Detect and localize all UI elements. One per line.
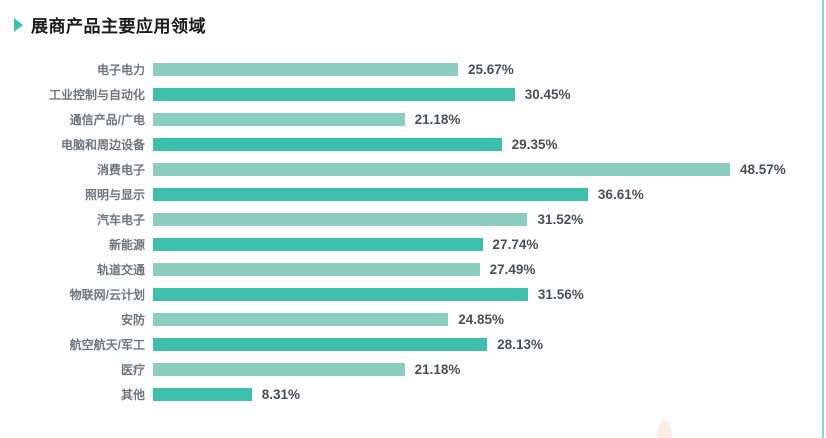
category-label: 电子电力	[96, 63, 145, 77]
bar	[153, 213, 528, 226]
title-marker-icon	[14, 17, 23, 32]
bar	[153, 363, 405, 376]
bar	[153, 63, 458, 76]
category-label: 汽车电子	[96, 213, 145, 227]
category-label: 电脑和周边设备	[60, 138, 145, 152]
category-label: 工业控制与自动化	[48, 88, 145, 102]
chart-row: 新能源 27.74%	[0, 232, 800, 257]
bar	[153, 338, 488, 351]
bar	[153, 388, 252, 401]
category-label: 轨道交通	[96, 263, 145, 277]
chart-row: 物联网/云计划 31.56%	[0, 282, 800, 307]
bar-chart: 电子电力 25.67% 工业控制与自动化 30.45% 通信产品/广电 21.18% 电脑和…	[0, 57, 800, 407]
category-label: 新能源	[108, 238, 145, 252]
value-label: 31.52%	[537, 212, 584, 227]
chart-row: 医疗 21.18%	[0, 357, 800, 382]
category-label: 通信产品/广电	[69, 113, 145, 127]
bar	[153, 138, 502, 151]
chart-title: 展商产品主要应用领域	[31, 17, 206, 36]
chart-row: 汽车电子 31.52%	[0, 207, 800, 232]
category-label: 照明与显示	[84, 188, 145, 202]
category-label: 其他	[120, 388, 145, 402]
chart-row: 照明与显示 36.61%	[0, 182, 800, 207]
category-label: 医疗	[120, 363, 145, 377]
value-label: 27.74%	[492, 237, 539, 252]
bar	[153, 188, 588, 201]
bar	[153, 88, 515, 101]
value-label: 28.13%	[497, 337, 543, 352]
chart-row: 轨道交通 27.49%	[0, 257, 800, 282]
chart-row: 通信产品/广电 21.18%	[0, 107, 800, 132]
page-edge-line	[822, 0, 824, 438]
bar	[153, 288, 528, 301]
value-label: 21.18%	[414, 362, 461, 377]
chart-row: 其他 8.31%	[0, 382, 800, 407]
category-label: 物联网/云计划	[69, 288, 145, 302]
value-label: 8.31%	[261, 387, 300, 402]
decorative-flame-shape	[657, 420, 672, 438]
bar	[153, 163, 730, 176]
chart-row: 安防 24.85%	[0, 307, 800, 332]
value-label: 21.18%	[414, 112, 461, 127]
bar	[153, 113, 405, 126]
value-label: 29.35%	[511, 137, 558, 152]
chart-row: 消费电子 48.57%	[0, 157, 800, 182]
bar	[153, 313, 449, 326]
category-label: 消费电子	[96, 163, 145, 177]
bar	[153, 238, 483, 251]
value-label: 24.85%	[458, 312, 504, 327]
category-label: 安防	[120, 313, 145, 327]
value-label: 27.49%	[489, 262, 536, 277]
chart-row: 工业控制与自动化 30.45%	[0, 82, 800, 107]
chart-row: 电脑和周边设备 29.35%	[0, 132, 800, 157]
chart-row: 电子电力 25.67%	[0, 57, 800, 82]
chart-row: 航空航天/军工 28.13%	[0, 332, 800, 357]
chart-header: 展商产品主要应用领域	[14, 12, 206, 37]
category-label: 航空航天/军工	[69, 338, 145, 352]
bar	[153, 263, 480, 276]
value-label: 25.67%	[467, 62, 514, 77]
value-label: 31.56%	[537, 287, 584, 302]
value-label: 36.61%	[597, 187, 644, 202]
value-label: 48.57%	[740, 162, 786, 177]
value-label: 30.45%	[524, 87, 571, 102]
